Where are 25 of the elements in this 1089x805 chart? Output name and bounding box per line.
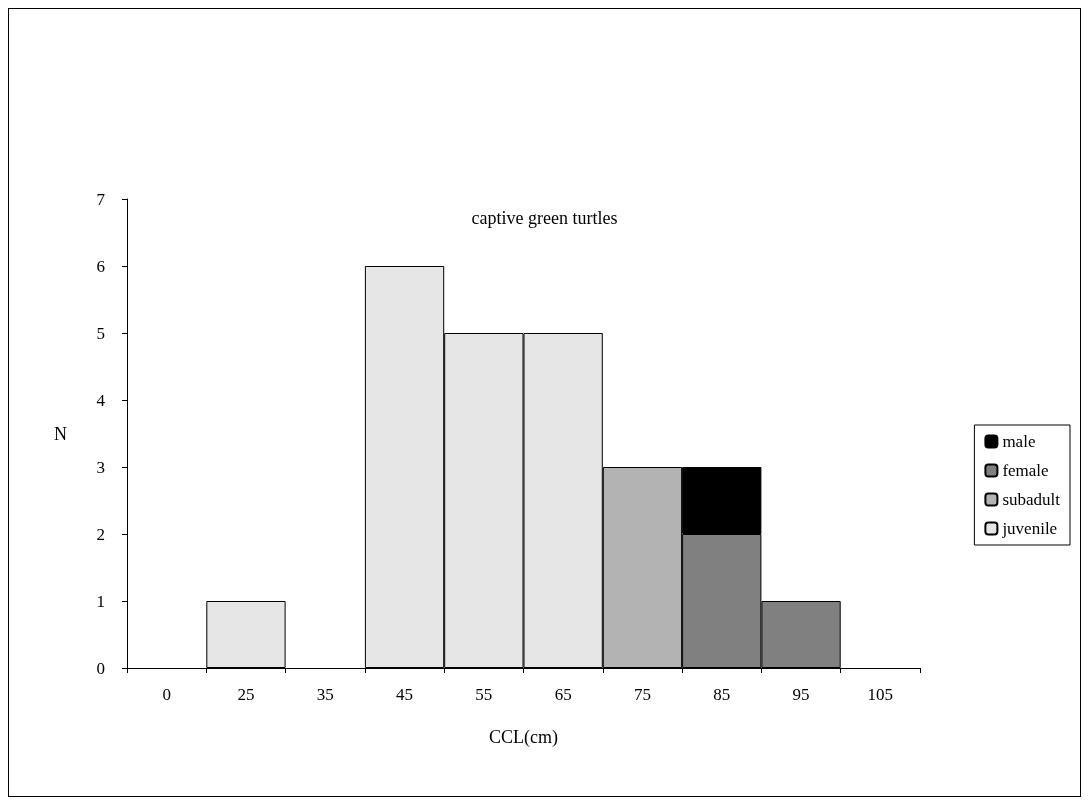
y-tick-label: 6 — [96, 256, 105, 276]
x-axis-title: CCL(cm) — [489, 727, 558, 748]
x-tick-label: 0 — [162, 685, 171, 704]
y-tick-label: 4 — [96, 390, 106, 410]
y-tick-label: 5 — [96, 323, 105, 343]
y-axis-title: N — [54, 423, 67, 444]
y-tick-label: 1 — [96, 591, 105, 611]
y-tick-label: 2 — [96, 524, 105, 544]
x-tick-label: 45 — [396, 685, 414, 704]
x-tick-label: 85 — [713, 685, 731, 704]
x-tick-label: 35 — [316, 685, 334, 704]
legend-label: female — [1002, 461, 1049, 480]
x-tick-label: 55 — [475, 685, 493, 704]
x-tick-label: 25 — [237, 685, 255, 704]
y-tick-label: 0 — [96, 658, 105, 678]
x-tick-label: 65 — [554, 685, 572, 704]
text: captive green turtles — [471, 208, 618, 228]
legend-label: juvenile — [1001, 519, 1058, 538]
y-tick-label: 7 — [96, 189, 106, 209]
x-tick-label: 105 — [867, 685, 894, 704]
y-tick-label: 3 — [96, 457, 105, 477]
x-tick-label: 95 — [792, 685, 810, 704]
legend-label: subadult — [1002, 490, 1061, 509]
x-tick-label: 75 — [633, 685, 651, 704]
legend-label: male — [1002, 432, 1036, 451]
